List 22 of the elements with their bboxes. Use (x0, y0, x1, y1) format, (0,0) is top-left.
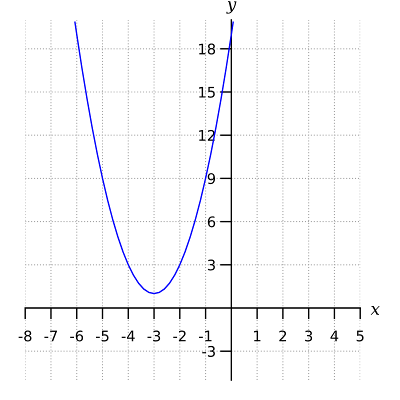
x-tick-label: -3 (147, 330, 160, 342)
y-tick-label: 3 (208, 260, 215, 271)
x-tick-label: -2 (173, 330, 186, 342)
y-tick-label: 15 (199, 86, 215, 98)
x-tick-label: -6 (70, 330, 84, 342)
y-tick-label: 18 (199, 44, 216, 55)
x-tick-label: -4 (122, 330, 135, 342)
x-tick-label: -1 (199, 330, 212, 342)
x-axis-title: x (370, 306, 380, 315)
x-tick-label: 3 (305, 330, 312, 342)
y-tick-label: 9 (208, 173, 216, 184)
x-tick-label: 4 (330, 330, 338, 342)
line-series (74, 21, 234, 294)
x-tick-label: -8 (18, 330, 32, 342)
y-axis-title: y (226, 1, 236, 14)
x-tick-label: 1 (254, 330, 260, 342)
x-tick-label: 5 (356, 330, 364, 342)
x-tick-label: -5 (96, 330, 109, 342)
y-tick-label: -3 (202, 346, 215, 357)
x-tick-label: 2 (279, 330, 286, 342)
x-tick-label: -7 (44, 330, 57, 342)
y-tick-label: 6 (208, 216, 216, 228)
